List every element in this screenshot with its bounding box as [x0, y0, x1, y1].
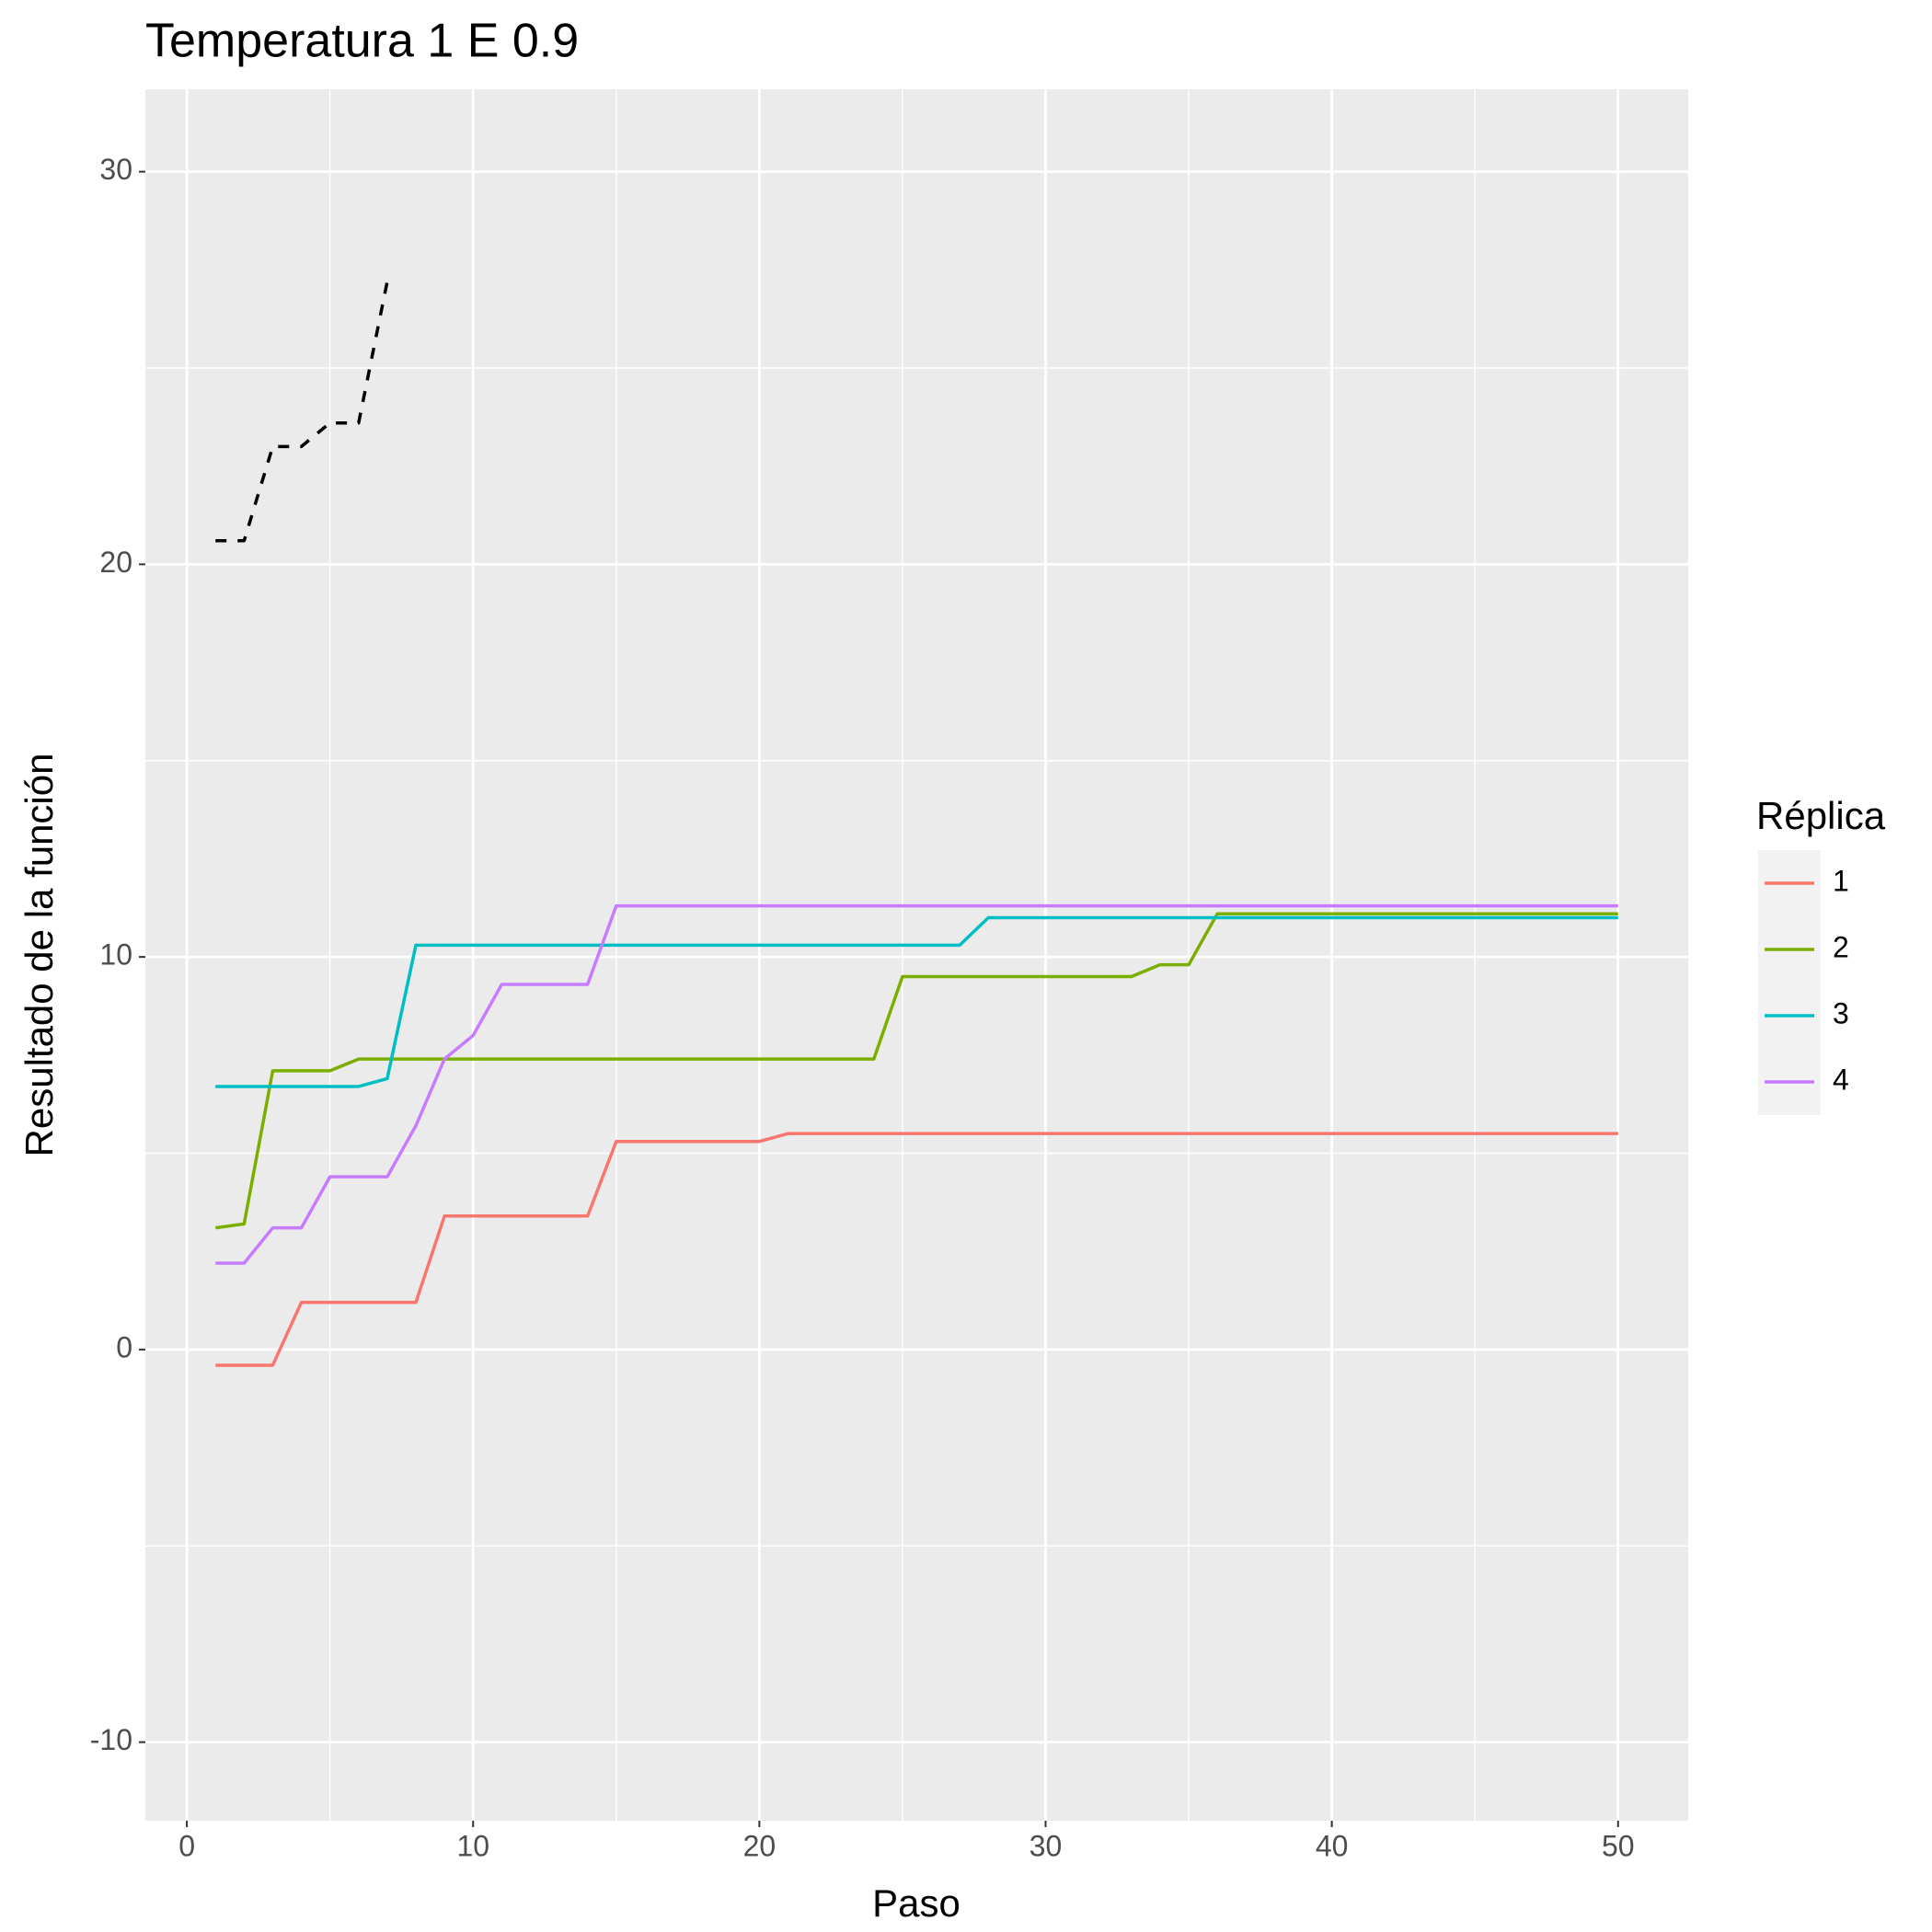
y-tick-label: 10: [99, 938, 132, 972]
y-tick-label: 20: [99, 546, 132, 579]
series-line: [215, 1132, 1618, 1367]
legend-label: 2: [1833, 930, 1849, 963]
x-tick-label: 30: [1029, 1829, 1063, 1862]
x-axis-title: Paso: [872, 1881, 960, 1925]
y-tick-label: 0: [116, 1330, 132, 1363]
x-tick-label: 0: [178, 1829, 195, 1862]
x-tick-label: 40: [1316, 1829, 1349, 1862]
x-tick-label: 20: [743, 1829, 776, 1862]
x-tick-label: 50: [1602, 1829, 1635, 1862]
series-line: [215, 903, 1618, 1265]
legend-label: 3: [1833, 996, 1849, 1029]
panel: [145, 89, 1688, 1821]
legend-title: Réplica: [1756, 794, 1886, 837]
legend-label: 1: [1833, 864, 1849, 897]
dashed-line: [215, 281, 389, 543]
series-line: [214, 912, 1618, 1230]
x-tick-label: 10: [456, 1829, 489, 1862]
legend-label: 4: [1833, 1063, 1849, 1096]
y-axis-title: Resultado de la función: [17, 753, 61, 1157]
series-line: [215, 915, 1618, 1088]
chart-title: Temperatura 1 E 0.9: [145, 15, 579, 68]
y-tick-label: 30: [99, 153, 132, 186]
y-tick-label: -10: [90, 1723, 132, 1756]
